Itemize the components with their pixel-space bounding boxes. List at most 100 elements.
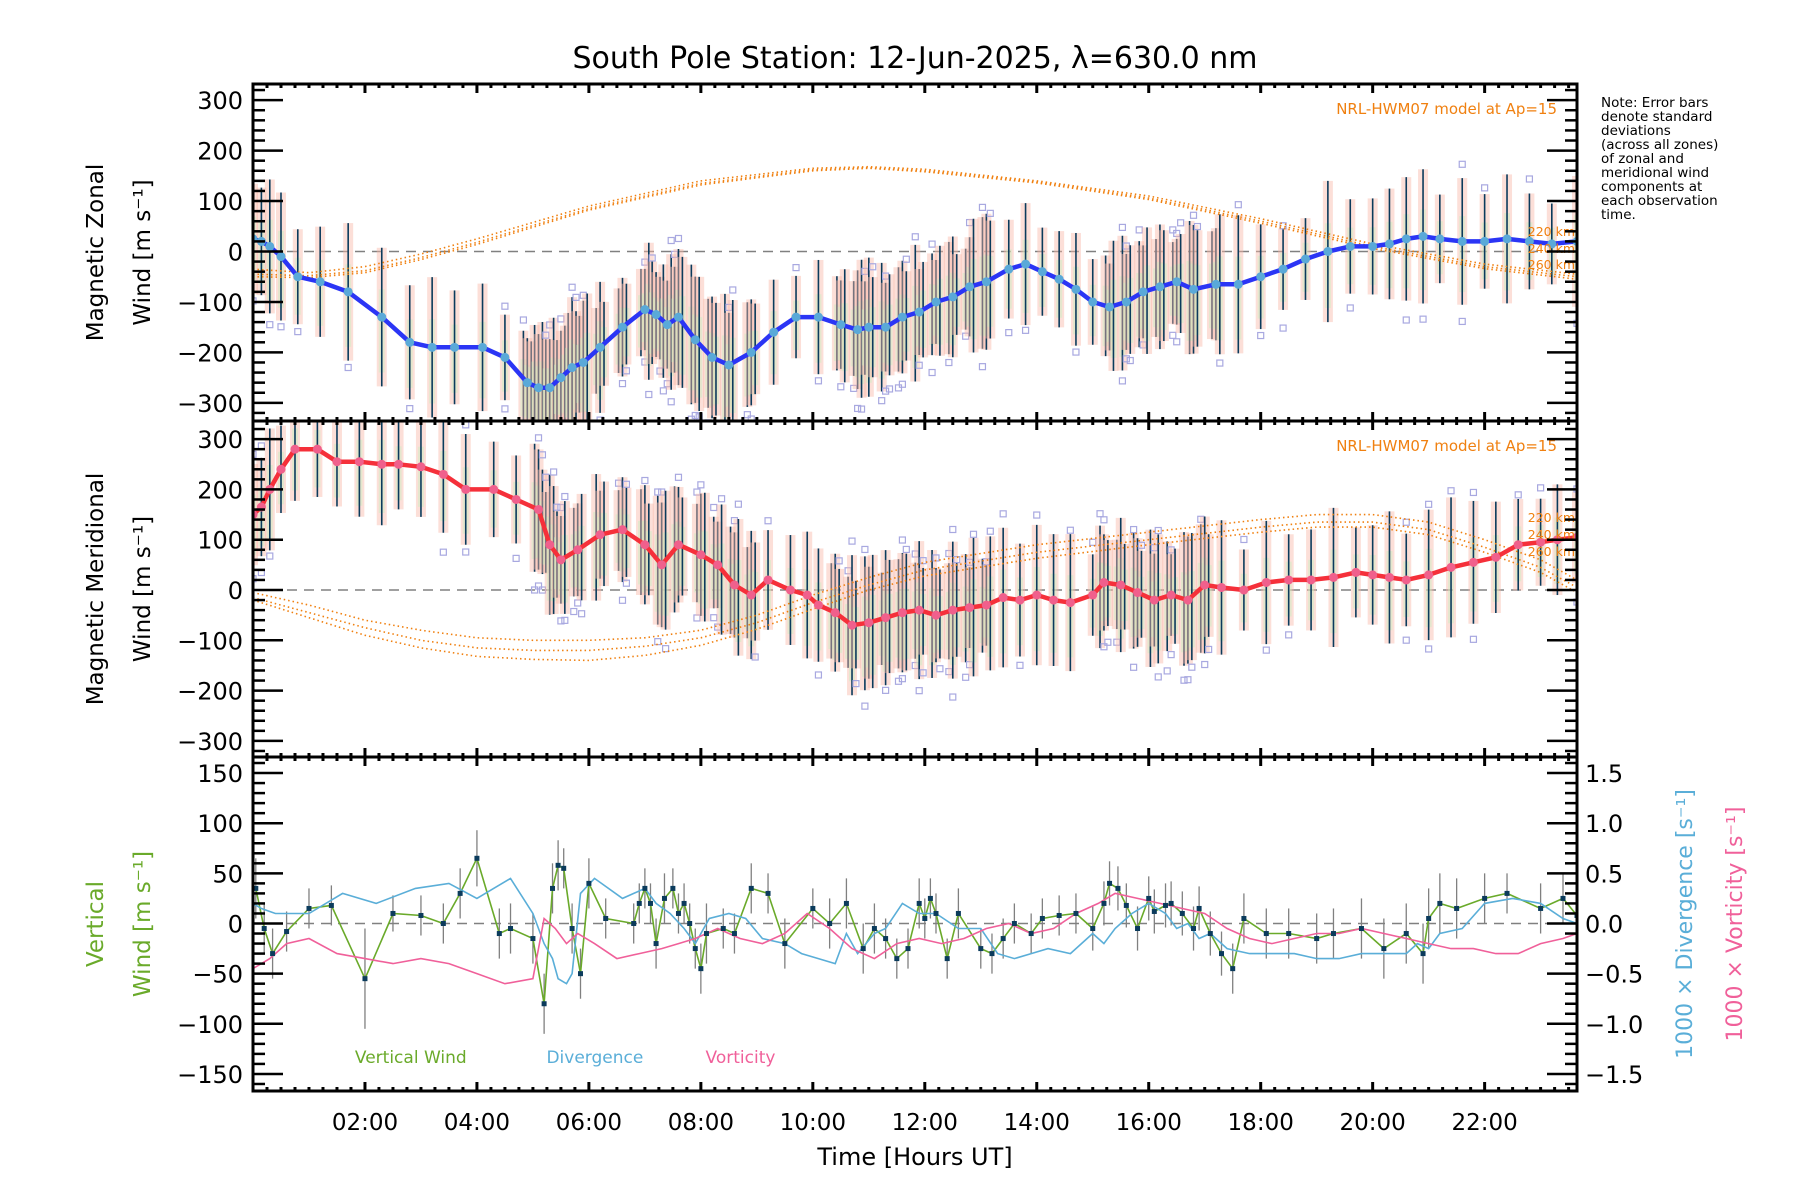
meridional-mean-point xyxy=(573,545,583,555)
vertical-point xyxy=(687,920,693,926)
zone-point xyxy=(792,264,800,272)
vertical-point xyxy=(642,885,648,891)
meridional-mean-point xyxy=(1536,537,1546,547)
zone-point xyxy=(710,614,718,622)
zone-point xyxy=(572,293,580,301)
zone-point xyxy=(1096,510,1104,518)
meridional-mean-point xyxy=(1116,580,1126,590)
meridional-mean-point xyxy=(276,464,286,474)
meridional-mean-point xyxy=(746,590,756,600)
vertical-point xyxy=(1073,910,1079,916)
vertical-point xyxy=(1179,910,1185,916)
y-tick-label: 100 xyxy=(197,527,243,555)
zone-point xyxy=(949,693,957,701)
zonal-mean-point xyxy=(1105,302,1115,312)
x-tick-label: 08:00 xyxy=(668,1110,734,1136)
zonal-mean-point xyxy=(965,282,975,292)
vertical-point xyxy=(748,885,754,891)
x-axis-label: Time [Hours UT] xyxy=(816,1143,1012,1171)
y-axis-label-line1: Magnetic Meridional xyxy=(83,473,109,706)
zonal-mean-point xyxy=(769,327,779,337)
zone-point xyxy=(898,675,907,683)
zone-point xyxy=(1118,377,1127,385)
meridional-mean-point xyxy=(1368,570,1378,580)
meridional-mean-point xyxy=(965,603,975,613)
vertical-point xyxy=(883,936,889,942)
zone-point xyxy=(1458,317,1466,326)
zone-point xyxy=(1469,488,1478,497)
vertical-point xyxy=(810,905,816,911)
zone-point xyxy=(1122,242,1130,250)
zonal-mean-point xyxy=(1418,231,1428,241)
zonal-mean-point xyxy=(478,342,488,352)
meridional-mean-point xyxy=(864,618,874,628)
zonal-mean-point xyxy=(567,363,577,373)
vertical-point xyxy=(508,926,514,932)
zone-point xyxy=(1262,646,1270,654)
meridional-mean-point xyxy=(640,540,650,550)
zone-point xyxy=(1130,525,1138,534)
right-y-tick-label: 1.5 xyxy=(1585,760,1623,788)
zone-point xyxy=(734,500,742,508)
y-tick-label: 100 xyxy=(197,188,243,216)
vertical-point xyxy=(253,885,259,891)
zone-point xyxy=(462,548,470,556)
meridional-mean-point xyxy=(1424,570,1434,580)
meridional-mean-point xyxy=(545,540,555,550)
zone-point xyxy=(1419,315,1427,323)
zone-point xyxy=(911,661,919,670)
zone-point xyxy=(730,517,739,525)
meridional-mean-point xyxy=(802,590,812,600)
zone-point xyxy=(986,209,994,217)
zonal-mean-point xyxy=(1037,267,1047,277)
zone-point xyxy=(253,575,257,583)
vertical-point xyxy=(1230,966,1236,972)
y-axis-label-line1: Vertical xyxy=(83,881,109,967)
zonal-mean-point xyxy=(948,292,958,302)
zone-point xyxy=(936,665,944,673)
zone-point xyxy=(654,638,662,646)
error-bar-note: Note: Error bars denote standard deviati… xyxy=(1601,95,1719,223)
zone-point xyxy=(850,384,858,392)
vertical-point xyxy=(561,865,567,871)
vertical-point xyxy=(555,862,561,868)
vertical-point xyxy=(653,941,659,947)
zonal-mean-point xyxy=(1088,297,1098,307)
meridional-mean-point xyxy=(847,620,857,630)
vertical-point xyxy=(692,946,698,952)
zonal-mean-point xyxy=(836,320,846,330)
zone-point xyxy=(919,557,927,565)
zonal-mean-point xyxy=(640,305,650,315)
vertical-point xyxy=(978,946,984,952)
meridional-mean-point xyxy=(931,610,941,620)
zonal-mean-point xyxy=(595,342,605,352)
meridional-mean-point xyxy=(881,613,891,623)
zonal-mean-point xyxy=(707,352,717,362)
zone-point xyxy=(861,702,869,710)
y-tick-label: −100 xyxy=(177,627,243,655)
meridional-mean-point xyxy=(1284,575,1294,585)
zonal-mean-point xyxy=(1502,234,1512,244)
zonal-mean-point xyxy=(1138,287,1148,297)
vertical-point xyxy=(670,885,676,891)
zonal-mean-point xyxy=(1256,272,1266,282)
zone-point xyxy=(667,398,675,406)
meridional-mean-point xyxy=(1491,552,1501,562)
y-axis-label-line2: Wind [m s⁻¹] xyxy=(130,851,156,997)
zone-point xyxy=(747,415,755,421)
zone-point xyxy=(882,272,890,280)
y-tick-label: −50 xyxy=(192,961,243,989)
zone-point xyxy=(978,203,987,211)
vertical-point xyxy=(1219,951,1225,957)
vertical-point xyxy=(1560,895,1566,901)
zone-point xyxy=(1104,638,1112,646)
zone-point xyxy=(551,462,557,468)
right-y-tick-label: −1.0 xyxy=(1585,1011,1643,1039)
zone-point xyxy=(714,623,722,631)
y-tick-label: −100 xyxy=(177,1011,243,1039)
model-label: NRL-HWM07 model at Ap=15 xyxy=(1336,437,1557,455)
meridional-mean-point xyxy=(290,444,300,454)
zonal-mean-point xyxy=(343,287,353,297)
x-tick-label: 16:00 xyxy=(1116,1110,1182,1136)
panel-plot-area xyxy=(253,830,1577,1034)
